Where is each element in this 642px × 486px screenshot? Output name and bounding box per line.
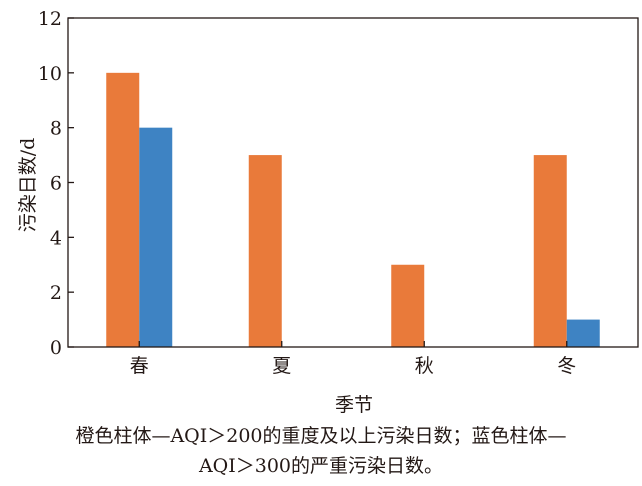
plot-marks: [106, 72, 600, 348]
y-tick-label-2: 2: [50, 282, 62, 304]
y-axis-label: 污染日数/d: [17, 138, 39, 233]
bar-s2-冬: [566, 319, 600, 347]
y-tick-label-8: 8: [50, 118, 62, 140]
figure-caption-line-1: 橙色柱体—AQI＞200的重度及以上污染日数；蓝色柱体—: [75, 425, 567, 447]
x-tick-label-春: 春: [130, 355, 149, 377]
bar-s1-夏: [248, 155, 282, 347]
axes: 0 2 4 6 8 10 12 春 夏 秋 冬: [38, 8, 639, 377]
y-tick-label-6: 6: [50, 173, 62, 195]
x-tick-label-秋: 秋: [415, 355, 434, 377]
x-axis-label: 季节: [335, 394, 373, 416]
bar-s1-冬: [533, 155, 567, 347]
x-tick-label-夏: 夏: [272, 355, 291, 377]
bar-s2-春: [139, 127, 173, 348]
y-tick-label-0: 0: [50, 337, 62, 359]
y-tick-label-10: 10: [38, 63, 62, 85]
x-tick-label-冬: 冬: [557, 355, 576, 377]
season-pollution-days-chart: 0 2 4 6 8 10 12 春 夏 秋 冬 污染日数/d 季节: [17, 8, 639, 416]
y-tick-label-4: 4: [50, 227, 62, 249]
bar-s1-秋: [391, 264, 425, 347]
bar-s1-春: [106, 72, 140, 347]
figure-caption-line-2: AQI＞300的严重污染日数。: [198, 455, 444, 477]
y-tick-label-12: 12: [38, 8, 62, 30]
